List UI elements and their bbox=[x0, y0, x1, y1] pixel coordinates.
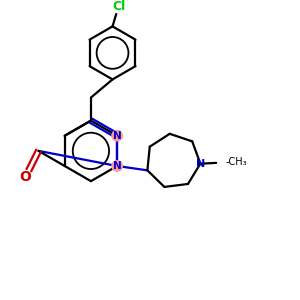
Text: N: N bbox=[196, 159, 205, 169]
Text: Cl: Cl bbox=[112, 0, 125, 13]
Circle shape bbox=[112, 130, 122, 141]
Circle shape bbox=[112, 161, 122, 171]
Text: N: N bbox=[113, 161, 122, 171]
Text: O: O bbox=[19, 170, 31, 184]
Text: N: N bbox=[113, 131, 122, 141]
Text: -CH₃: -CH₃ bbox=[226, 158, 247, 167]
